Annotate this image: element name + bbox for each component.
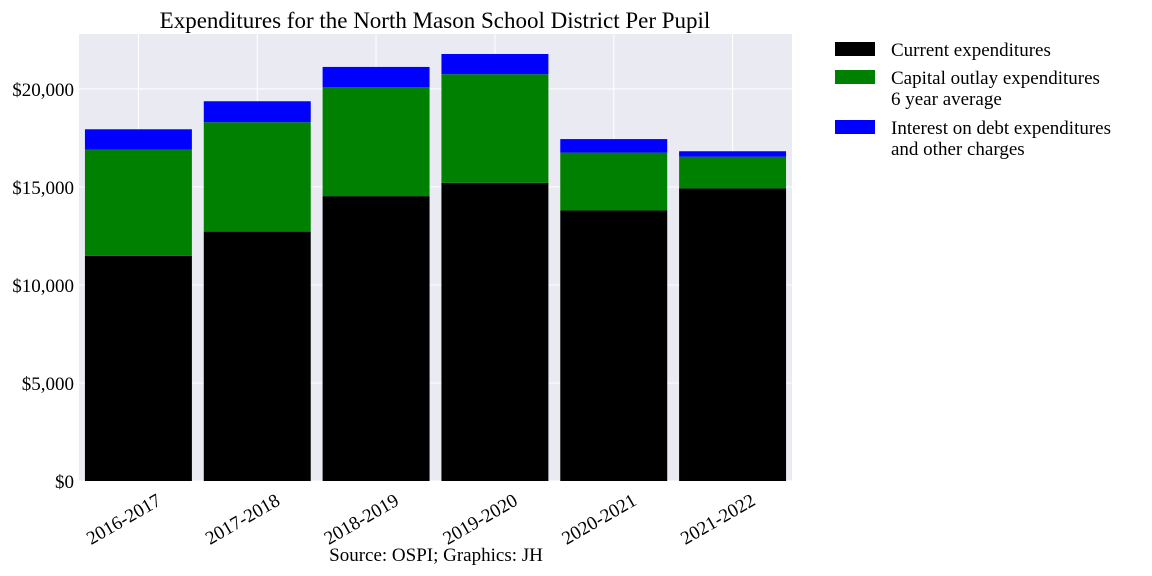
bar-2021-2022-series-3	[679, 151, 787, 157]
bar-2021-2022-series-2	[679, 156, 787, 189]
bar-2021-2022-series-1	[679, 188, 787, 481]
chart-caption: Source: OSPI; Graphics: JH	[329, 545, 543, 566]
legend-label: 6 year average	[891, 89, 1002, 110]
bar-2017-2018-series-1	[203, 231, 311, 481]
y-tick-label: $15,000	[12, 178, 74, 199]
chart-title: Expenditures for the North Mason School …	[160, 8, 711, 33]
legend-label: Interest on debt expenditures	[891, 118, 1111, 139]
bar-2016-2017-series-1	[84, 255, 192, 481]
y-tick-label: $0	[55, 472, 74, 493]
legend-swatch	[835, 42, 875, 56]
bar-2019-2020-series-1	[441, 182, 549, 481]
bars	[84, 53, 787, 481]
legend-label: and other charges	[891, 139, 1025, 160]
legend-swatch	[835, 70, 875, 84]
bar-2020-2021-series-1	[560, 210, 668, 481]
bar-2017-2018-series-2	[203, 122, 311, 232]
bar-2020-2021-series-3	[560, 139, 668, 153]
y-tick-label: $5,000	[22, 374, 74, 395]
bar-2020-2021-series-2	[560, 152, 668, 211]
bar-2019-2020-series-3	[441, 53, 549, 75]
bar-2017-2018-series-3	[203, 101, 311, 123]
bar-2018-2019-series-1	[322, 196, 430, 481]
legend-label: Capital outlay expenditures	[891, 68, 1100, 89]
legend-label: Current expenditures	[891, 40, 1051, 61]
bar-2018-2019-series-3	[322, 66, 430, 88]
plot-area	[79, 34, 792, 481]
legend: Current expenditures Capital outlay expen…	[835, 40, 1111, 160]
bar-2019-2020-series-2	[441, 74, 549, 183]
bar-2016-2017-series-2	[84, 149, 192, 256]
bar-2018-2019-series-2	[322, 87, 430, 197]
bar-2016-2017-series-3	[84, 129, 192, 150]
y-axis-tick-labels: $0 $5,000 $10,000 $15,000 $20,000	[12, 80, 74, 493]
legend-swatch	[835, 120, 875, 134]
y-tick-label: $10,000	[12, 276, 74, 297]
y-tick-label: $20,000	[12, 80, 74, 101]
